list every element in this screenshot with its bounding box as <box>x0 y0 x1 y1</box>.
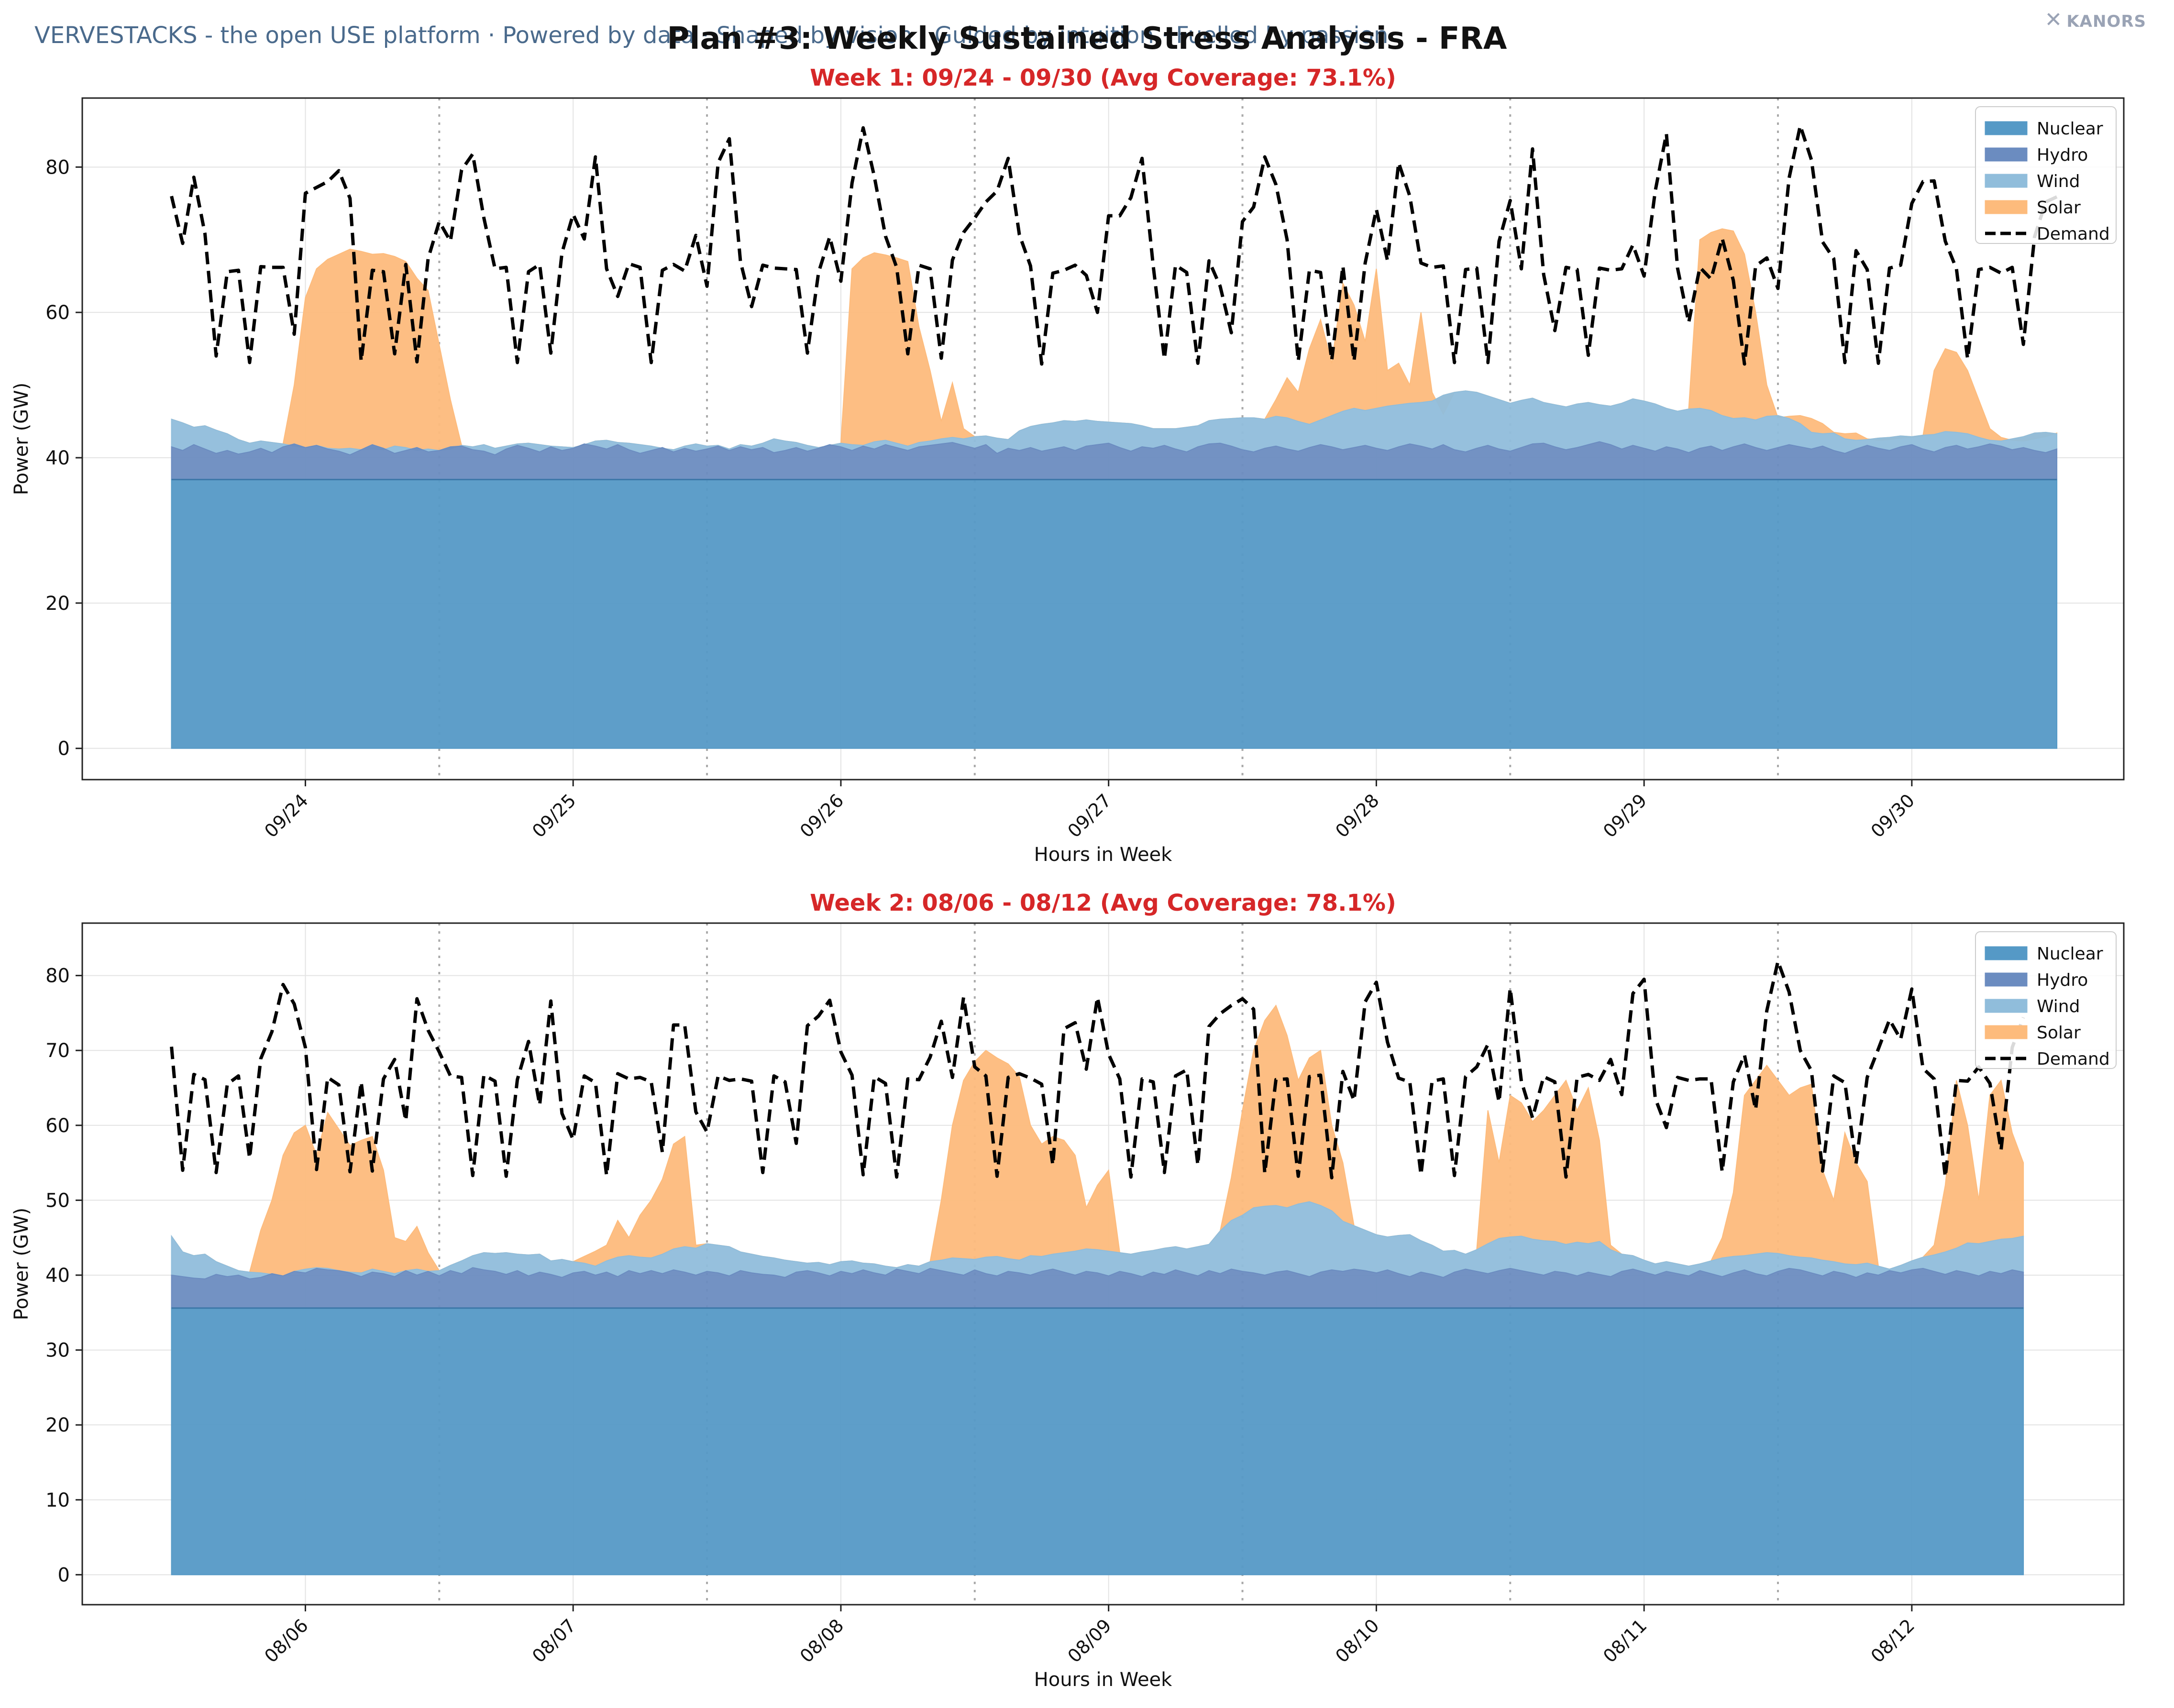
kanors-logo: ✕ KANORS <box>2044 8 2146 32</box>
y-tick-label: 80 <box>45 965 70 987</box>
y-tick-label: 60 <box>45 302 70 324</box>
demand-line <box>170 124 2058 366</box>
x-tick-label: 09/24 <box>260 790 312 842</box>
platform-banner: VERVESTACKS - the open USE platform · Po… <box>34 22 1389 49</box>
x-tick-label: 08/08 <box>796 1615 848 1667</box>
y-tick-label: 20 <box>45 1414 70 1436</box>
legend-swatch-wind <box>1985 999 2028 1013</box>
legend-swatch-hydro <box>1985 147 2028 162</box>
y-tick-label: 30 <box>45 1340 70 1362</box>
nuclear-area <box>171 479 2058 749</box>
x-tick-label: 08/10 <box>1331 1615 1383 1667</box>
legend-label-hydro: Hydro <box>2037 145 2088 165</box>
y-tick-label: 0 <box>58 1564 70 1586</box>
x-tick-label: 08/12 <box>1867 1615 1919 1667</box>
demand-line <box>170 959 2025 1179</box>
y-tick-label: 10 <box>45 1489 70 1511</box>
y-tick-label: 80 <box>45 156 70 178</box>
legend-label-wind: Wind <box>2037 997 2080 1016</box>
plot-frame <box>81 97 2125 781</box>
chart-panel-2: 0 10 20 30 40 50 60 70 80 08/06 08/07 08/08 08/09 08/… <box>11 890 2125 1691</box>
x-tick-label: 09/29 <box>1599 790 1651 842</box>
legend-label-hydro: Hydro <box>2037 970 2088 990</box>
legend-label-nuclear: Nuclear <box>2037 944 2103 964</box>
kanors-logo-icon: ✕ <box>2044 8 2063 32</box>
x-tick-label: 09/25 <box>528 790 580 842</box>
x-axis-label: Hours in Week <box>1034 1669 1173 1691</box>
legend-label-solar: Solar <box>2037 198 2081 218</box>
legend-label-demand: Demand <box>2037 224 2110 244</box>
y-axis-label: Power (GW) <box>11 1208 33 1320</box>
chart-subtitle: Week 2: 08/06 - 08/12 (Avg Coverage: 78.… <box>810 890 1396 916</box>
y-tick-label: 40 <box>45 447 70 469</box>
plot-frame <box>81 922 2125 1606</box>
kanors-logo-text: KANORS <box>2066 12 2146 31</box>
x-tick-label: 08/06 <box>260 1615 312 1667</box>
hydro-area <box>171 1267 2024 1309</box>
y-tick-label: 0 <box>58 738 70 760</box>
x-axis-label: Hours in Week <box>1034 844 1173 866</box>
x-tick-label: 09/27 <box>1063 790 1115 842</box>
chart-panel-1: 0 20 40 60 80 09/24 09/25 09/26 09/27 09/28 09/29 0… <box>11 65 2125 866</box>
y-tick-label: 60 <box>45 1115 70 1137</box>
legend-swatch-nuclear <box>1985 121 2028 135</box>
legend-label-nuclear: Nuclear <box>2037 119 2103 139</box>
chart-subtitle: Week 1: 09/24 - 09/30 (Avg Coverage: 73.… <box>810 65 1396 91</box>
nuclear-area <box>171 1307 2024 1576</box>
legend-swatch-solar <box>1985 200 2028 214</box>
legend-swatch-wind <box>1985 174 2028 188</box>
legend-label-wind: Wind <box>2037 172 2080 191</box>
x-tick-label: 09/30 <box>1867 790 1919 842</box>
legend-label-solar: Solar <box>2037 1023 2081 1043</box>
x-tick-label: 09/28 <box>1331 790 1383 842</box>
legend-swatch-hydro <box>1985 972 2028 987</box>
x-tick-label: 09/26 <box>796 790 848 842</box>
y-tick-label: 40 <box>45 1265 70 1287</box>
y-tick-label: 70 <box>45 1040 70 1062</box>
legend-label-demand: Demand <box>2037 1049 2110 1069</box>
solar-area <box>171 1004 2024 1277</box>
y-tick-label: 20 <box>45 593 70 615</box>
x-tick-label: 08/07 <box>528 1615 580 1667</box>
legend-swatch-nuclear <box>1985 946 2028 960</box>
legend-swatch-solar <box>1985 1025 2028 1039</box>
y-axis-label: Power (GW) <box>11 383 33 495</box>
x-tick-label: 08/09 <box>1063 1615 1115 1667</box>
y-tick-label: 50 <box>45 1190 70 1212</box>
page-title: Plan #3: Weekly Sustained Stress Analysi… <box>667 21 1507 56</box>
x-tick-label: 08/11 <box>1599 1615 1651 1667</box>
